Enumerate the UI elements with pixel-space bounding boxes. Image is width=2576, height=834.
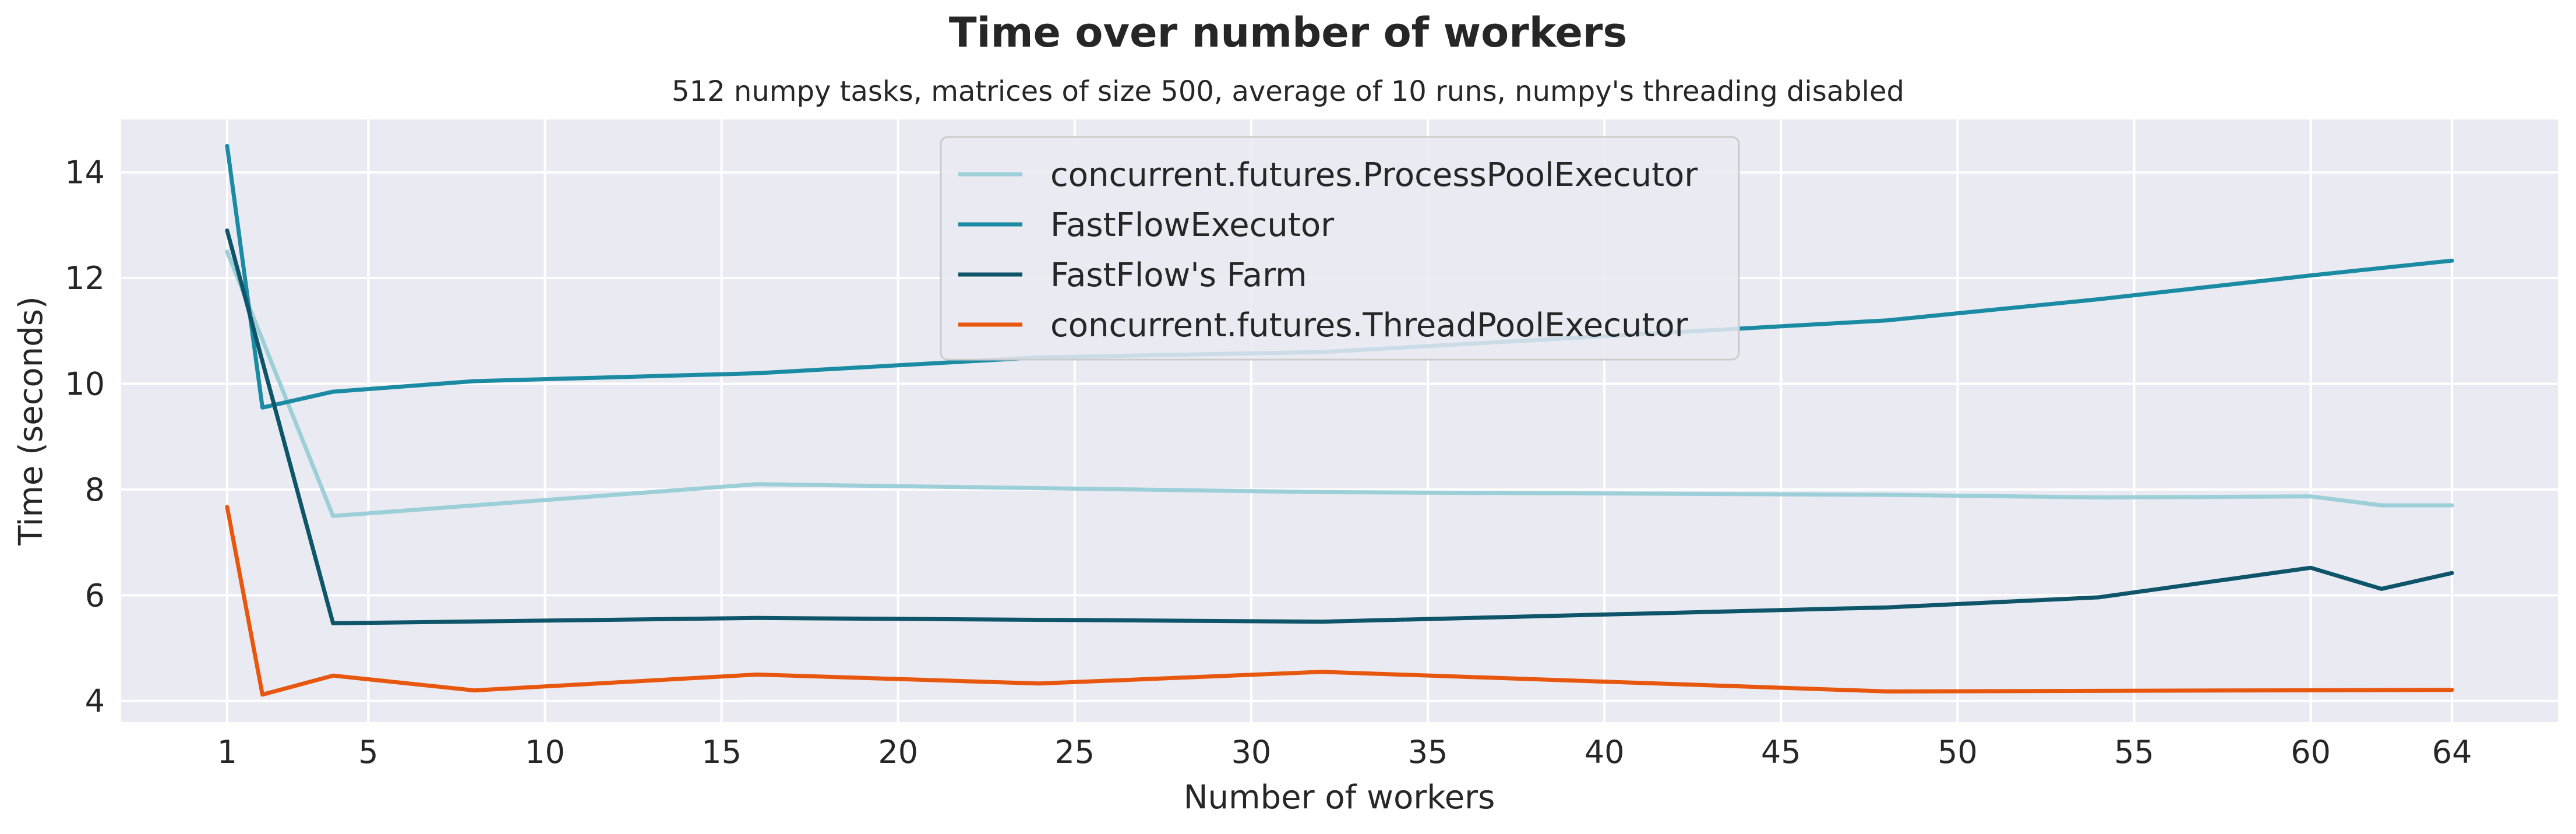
chart-subtitle: 512 numpy tasks, matrices of size 500, a… [672,75,1904,108]
x-tick-label: 20 [878,734,918,770]
x-tick-label: 30 [1231,734,1272,770]
series-line [225,228,2454,625]
x-tick-label: 1 [217,734,237,770]
series-line [225,249,2454,518]
x-tick-label: 10 [525,734,565,770]
y-tick-label: 8 [85,471,105,508]
series-line [225,505,2454,697]
y-tick-label: 4 [85,683,105,720]
x-tick-label: 5 [358,734,378,770]
legend: concurrent.futures.ProcessPoolExecutor Fa… [940,136,1740,361]
x-tick-label: 25 [1054,734,1095,770]
x-tick-label: 45 [1761,734,1801,770]
x-tick-label: 64 [2432,734,2472,770]
legend-label: FastFlowExecutor [1050,206,1335,244]
x-axis-label: Number of workers [1184,779,1495,817]
x-tick-label: 55 [2114,734,2154,770]
y-axis-label: Time (seconds) [12,296,50,546]
x-tick-label: 40 [1585,734,1625,770]
x-tick-label: 15 [701,734,742,770]
x-tick-label: 50 [1938,734,1978,770]
y-tick-label: 12 [65,260,105,297]
legend-label: FastFlow's Farm [1050,256,1307,294]
legend-label: concurrent.futures.ThreadPoolExecutor [1050,307,1689,344]
y-tick-label: 10 [65,366,105,403]
legend-label: concurrent.futures.ProcessPoolExecutor [1050,156,1698,194]
y-tick-label: 6 [85,577,105,614]
x-tick-label: 35 [1408,734,1448,770]
y-tick-label: 14 [65,154,105,191]
chart-title: Time over number of workers [949,9,1627,57]
x-tick-label: 60 [2291,734,2331,770]
legend-box [940,136,1740,361]
